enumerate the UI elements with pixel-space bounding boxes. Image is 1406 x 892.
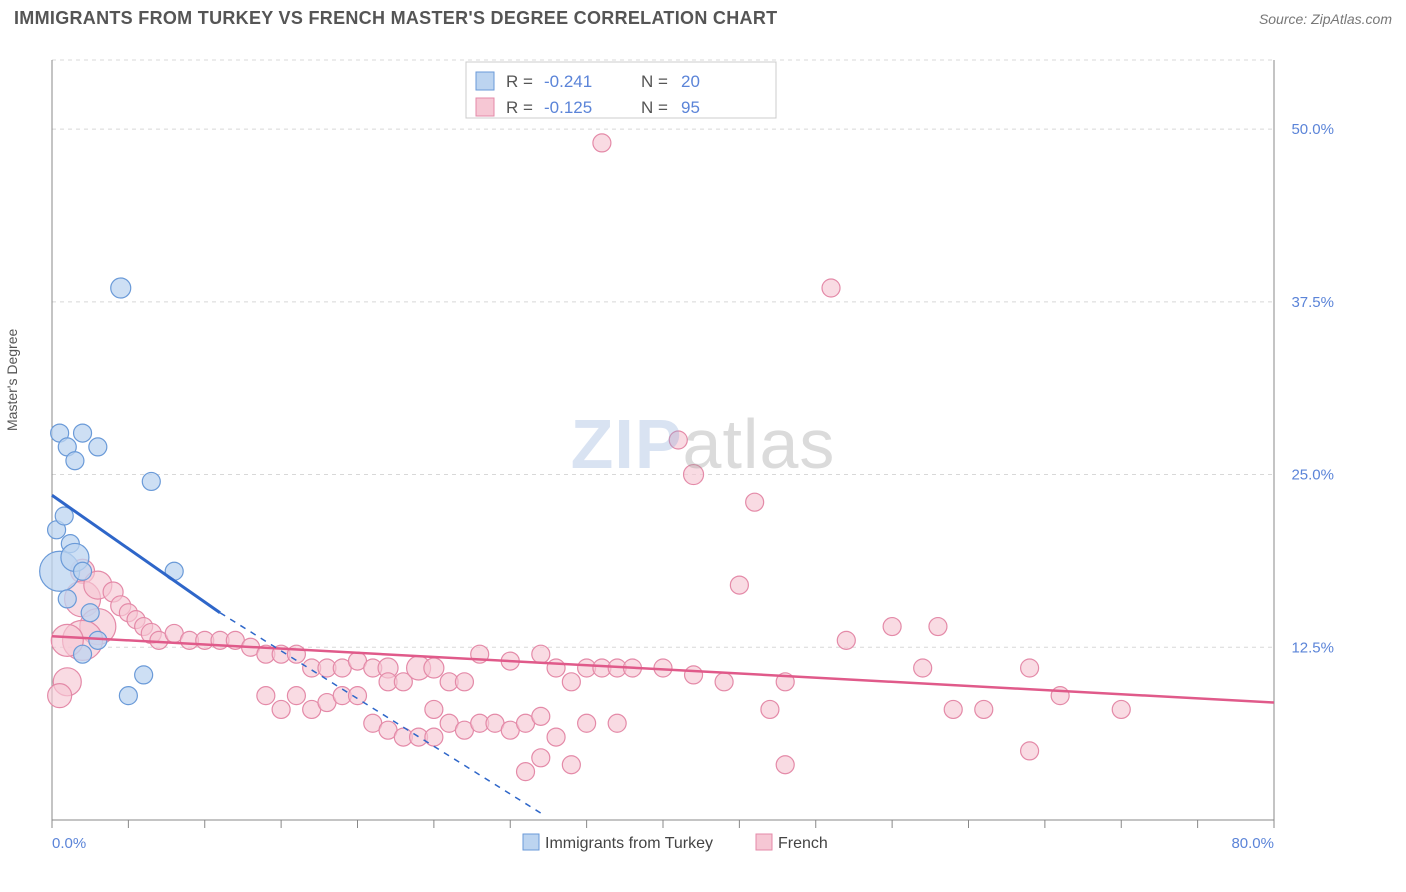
svg-text:12.5%: 12.5% — [1291, 639, 1334, 656]
svg-text:Immigrants from Turkey: Immigrants from Turkey — [545, 835, 713, 852]
svg-text:95: 95 — [681, 98, 700, 117]
svg-text:-0.241: -0.241 — [544, 72, 592, 91]
svg-text:French: French — [778, 835, 828, 852]
svg-text:50.0%: 50.0% — [1291, 121, 1334, 138]
svg-text:80.0%: 80.0% — [1231, 835, 1274, 852]
svg-text:-0.125: -0.125 — [544, 98, 592, 117]
svg-text:R =: R = — [506, 98, 533, 117]
y-axis-label: Master's Degree — [4, 329, 20, 431]
scatter-chart: 12.5% 25.0% 37.5% 50.0% 0.0% 80.0% R = -0.241 N … — [14, 40, 1344, 860]
svg-text:25.0%: 25.0% — [1291, 467, 1334, 484]
svg-text:N =: N = — [641, 72, 668, 91]
svg-text:N =: N = — [641, 98, 668, 117]
source-label: Source: ZipAtlas.com — [1259, 11, 1392, 27]
svg-text:20: 20 — [681, 72, 700, 91]
svg-text:R =: R = — [506, 72, 533, 91]
chart-area: Master's Degree 12.5%25.0%37.5%50.0%0.0%… — [14, 40, 1392, 882]
svg-text:37.5%: 37.5% — [1291, 294, 1334, 311]
svg-text:0.0%: 0.0% — [52, 835, 86, 852]
chart-title: IMMIGRANTS FROM TURKEY VS FRENCH MASTER'… — [14, 8, 777, 29]
